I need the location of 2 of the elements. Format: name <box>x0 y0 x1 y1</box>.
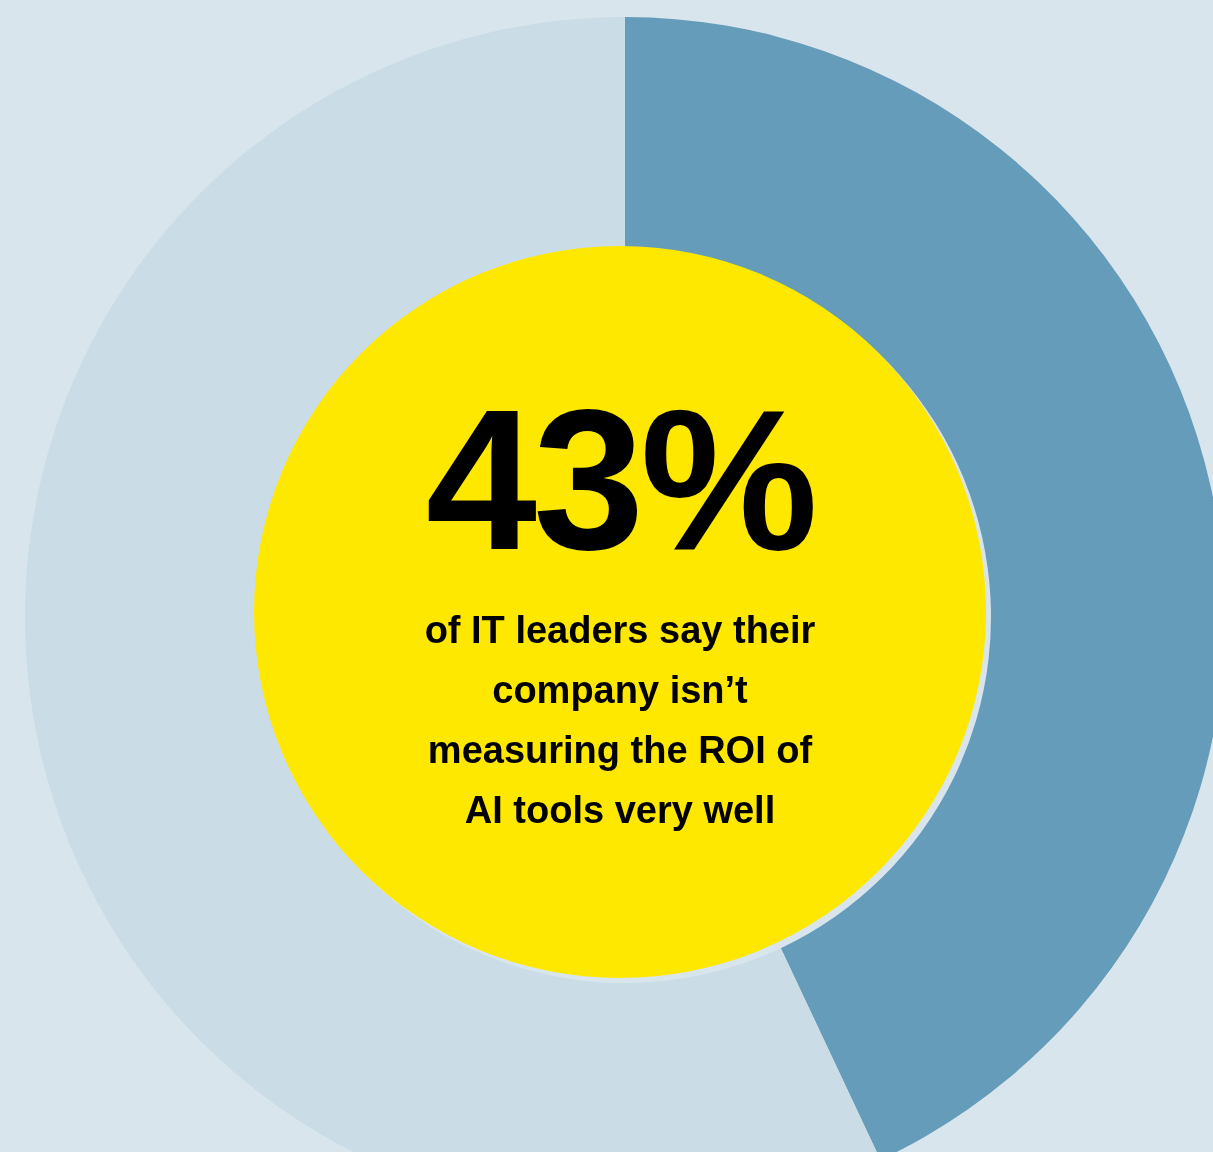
data-label: 43% <box>424 368 816 591</box>
text: of IT leaders say their company isn’t measuring the ROI of AI tools very well <box>423 608 817 833</box>
